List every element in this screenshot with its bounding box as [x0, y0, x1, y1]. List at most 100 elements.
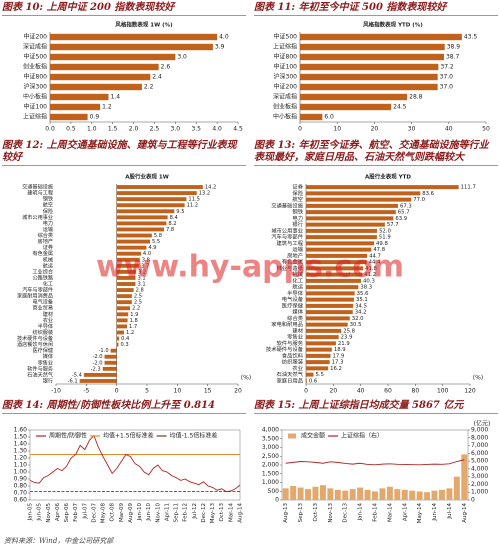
value-label: 1.4: [110, 94, 120, 101]
y-tick-label: 3,000: [262, 444, 279, 451]
bar: [116, 209, 175, 214]
bar: [116, 233, 152, 238]
category-label: 运输: [292, 245, 303, 253]
watermark: www.hy-apps.com: [96, 250, 404, 285]
bar: [306, 235, 377, 240]
bar: [116, 276, 136, 280]
category-label: 石油天然气: [27, 370, 53, 378]
figure-title: 图表 13: 年初至今证券、航空、交通基础设施等行业表现最好，家庭日用品、石油天…: [254, 140, 498, 166]
bar: [306, 278, 362, 283]
y-tick-label: 1.00: [14, 469, 28, 476]
bar: [50, 33, 218, 41]
x-tick-label: Oct-13: [219, 503, 225, 522]
bar: [300, 33, 462, 41]
category-label: 中证500: [274, 33, 298, 41]
value-label: 30.5: [350, 322, 362, 328]
value-label: 2.2: [132, 306, 140, 312]
figure-title: 图表 14: 周期性/防御性板块比例上升至 0.814: [2, 400, 246, 414]
bar: [379, 488, 386, 500]
value-label: 38.9: [447, 44, 461, 51]
y-tick-label: 4,000: [262, 427, 279, 434]
category-label: 建筑与工程: [277, 239, 304, 247]
chart-subtitle: A股行业表现 1W: [125, 173, 169, 181]
category-label: 有色金属: [282, 258, 303, 266]
bar: [306, 372, 314, 377]
value-label: 37.0: [440, 84, 454, 91]
bar: [327, 488, 334, 500]
bar: [50, 113, 88, 121]
bar: [306, 241, 375, 246]
category-label: 房地产: [38, 237, 53, 245]
bar: [116, 342, 119, 347]
bar: [306, 353, 331, 358]
y-tick-label: 1.30: [14, 448, 28, 455]
value-label: 44.7: [369, 253, 381, 259]
value-label: 16.2: [330, 366, 342, 372]
x-tick-label: Dec-07: [91, 503, 97, 523]
bar: [306, 285, 359, 290]
value-label: 4.9: [148, 245, 156, 251]
category-label: 深证成指: [23, 43, 47, 51]
bar: [306, 310, 353, 315]
bar: [394, 489, 401, 500]
value-label: 5.5: [316, 372, 324, 378]
figure-title: 图表 12: 上周交通基础设施、建筑与工程等行业表现较好: [2, 140, 246, 166]
category-label: 林业与造纸: [277, 264, 304, 272]
category-label: 创业板指: [273, 103, 297, 111]
value-label: -2.0: [93, 360, 103, 366]
y-tick-label: 1.10: [14, 462, 28, 469]
bar: [306, 191, 421, 196]
value-label: 3.0: [177, 54, 187, 61]
x-tick-label: 5: [145, 388, 149, 395]
bar: [306, 185, 459, 190]
category-label: 中证200: [24, 33, 48, 41]
bar: [306, 297, 354, 302]
x-tick-label: Feb-14: [373, 503, 379, 522]
category-label: 汽车与零部件: [271, 233, 303, 241]
category-label: 化工: [292, 276, 303, 284]
value-label: 44.4: [369, 260, 381, 266]
value-label: 24.5: [393, 104, 407, 111]
value-label: 3.1: [137, 282, 145, 288]
value-label: 57.7: [387, 222, 399, 228]
value-label: 83.6: [422, 191, 434, 197]
category-label: 农业: [43, 316, 53, 324]
x-tick-label: Mar-14: [228, 503, 234, 523]
bar: [306, 335, 339, 340]
bar: [104, 354, 117, 359]
category-label: 中证200: [274, 83, 298, 91]
category-label: 家庭耐用消费品: [17, 292, 53, 300]
category-label: 机械: [292, 270, 303, 278]
x-tick-label: Feb-12: [183, 503, 189, 522]
x-tick-label: Dec-13: [343, 503, 349, 523]
bar: [79, 379, 117, 383]
legend-label: 周期性/防御性: [49, 432, 87, 440]
bar: [297, 487, 304, 500]
bar: [461, 454, 468, 500]
value-label: 8.4: [170, 215, 178, 221]
category-label: 建材: [43, 310, 53, 318]
category-label: 沪深300: [24, 83, 48, 91]
category-label: 上证综指: [273, 43, 297, 51]
x-tick-label: 1.5: [108, 126, 118, 133]
category-label: 中证100: [24, 103, 48, 111]
bar: [50, 83, 142, 91]
category-label: 综合类: [38, 231, 53, 239]
x-tick-label: Apr-14: [402, 503, 408, 522]
x-tick-label: 10: [174, 388, 182, 395]
bar: [306, 378, 307, 383]
x-tick-label: Feb-07: [73, 503, 79, 522]
x-tick-label: Jul-07: [82, 503, 88, 520]
value-label: 49.8: [376, 241, 388, 247]
bar: [438, 489, 445, 500]
category-label: 房地产: [287, 251, 303, 259]
category-label: 家电和耐用品: [271, 320, 303, 328]
bar: [116, 221, 167, 226]
bar: [116, 245, 147, 250]
y2-tick-label: 9,000: [471, 427, 488, 434]
chart-subtitle: A股行业表现 YTD: [365, 173, 411, 181]
value-label: 52.0: [379, 228, 391, 234]
bar: [116, 300, 132, 305]
category-label: 航空: [43, 201, 53, 209]
value-label: 35.1: [356, 297, 368, 303]
